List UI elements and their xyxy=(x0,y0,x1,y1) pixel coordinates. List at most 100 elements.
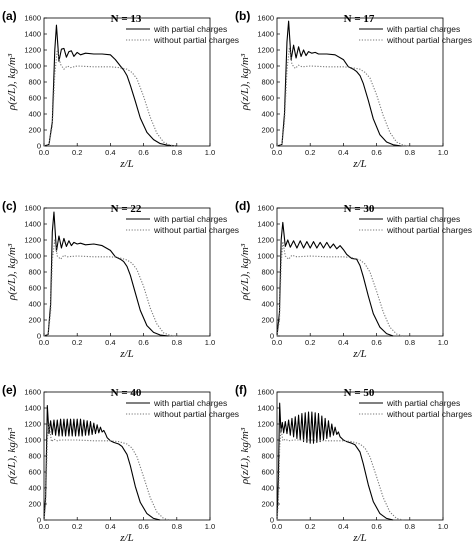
y-axis-label: ρ(z/L), kg/m³ xyxy=(239,53,251,111)
legend-label: with partial charges xyxy=(153,24,227,34)
y-tick-label: 400 xyxy=(28,110,41,119)
y-tick-label: 1400 xyxy=(257,404,274,413)
x-tick-label: 0.6 xyxy=(138,148,148,157)
x-tick-label: 0.6 xyxy=(371,148,381,157)
y-tick-label: 1200 xyxy=(257,420,274,429)
x-tick-label: 0.2 xyxy=(72,522,82,531)
y-tick-label: 1600 xyxy=(257,14,274,23)
panel-title: N = 40 xyxy=(111,387,142,399)
x-tick-label: 0.4 xyxy=(105,148,115,157)
y-tick-label: 1200 xyxy=(24,420,41,429)
y-tick-label: 400 xyxy=(261,110,274,119)
y-tick-label: 400 xyxy=(261,484,274,493)
x-tick-label: 0.6 xyxy=(138,338,148,347)
y-tick-label: 1000 xyxy=(257,62,274,71)
y-tick-label: 200 xyxy=(28,126,41,135)
y-tick-label: 0 xyxy=(270,332,274,341)
y-tick-label: 600 xyxy=(28,468,41,477)
y-tick-label: 800 xyxy=(28,268,41,277)
x-tick-label: 0.0 xyxy=(272,148,282,157)
x-axis-label: z/L xyxy=(352,348,366,360)
x-tick-label: 0.2 xyxy=(305,338,315,347)
y-tick-label: 1200 xyxy=(24,46,41,55)
x-tick-label: 0.2 xyxy=(305,522,315,531)
y-tick-label: 0 xyxy=(37,516,41,525)
x-tick-label: 0.8 xyxy=(405,148,415,157)
legend-label: with partial charges xyxy=(386,24,460,34)
y-tick-label: 200 xyxy=(261,316,274,325)
x-tick-label: 0.4 xyxy=(338,148,348,157)
legend-label: without partial charges xyxy=(153,35,239,45)
y-tick-label: 200 xyxy=(28,316,41,325)
series-line-with-partial-charges xyxy=(43,211,169,337)
legend-label: with partial charges xyxy=(386,398,460,408)
y-tick-label: 1400 xyxy=(257,30,274,39)
x-tick-label: 0.4 xyxy=(338,522,348,531)
series-line-without-partial-charges xyxy=(276,241,404,337)
x-tick-label: 0.2 xyxy=(305,148,315,157)
x-tick-label: 0.6 xyxy=(138,522,148,531)
x-tick-label: 1.0 xyxy=(205,338,215,347)
series-line-with-partial-charges xyxy=(276,20,402,147)
panel-title: N = 22 xyxy=(111,203,142,215)
y-axis-label: ρ(z/L), kg/m³ xyxy=(6,243,18,301)
y-tick-label: 600 xyxy=(261,94,274,103)
x-tick-label: 0.0 xyxy=(272,338,282,347)
y-tick-label: 1600 xyxy=(24,204,41,213)
y-tick-label: 1200 xyxy=(24,236,41,245)
chart-panel-e: 0.0 0.2 0.4 0.6 0.8 1.0 0 200 400 600 800 1000 1200 1… xyxy=(2,383,239,544)
y-axis-label: ρ(z/L), kg/m³ xyxy=(239,427,251,485)
y-tick-label: 1400 xyxy=(257,220,274,229)
y-tick-label: 600 xyxy=(28,94,41,103)
chart-panel-d: 0.0 0.2 0.4 0.6 0.8 1.0 0 200 400 600 800 1000 1200 1… xyxy=(235,199,472,360)
series-line-without-partial-charges xyxy=(43,49,177,147)
x-tick-label: 1.0 xyxy=(205,522,215,531)
panel-title: N = 13 xyxy=(111,13,142,25)
y-axis-label: ρ(z/L), kg/m³ xyxy=(6,427,18,485)
legend-label: without partial charges xyxy=(386,225,472,235)
x-tick-label: 0.8 xyxy=(172,522,182,531)
x-tick-label: 0.6 xyxy=(371,338,381,347)
x-axis-label: z/L xyxy=(352,158,366,170)
x-axis-label: z/L xyxy=(119,532,133,544)
x-tick-label: 0.2 xyxy=(72,148,82,157)
series-line-without-partial-charges xyxy=(43,239,177,337)
x-tick-label: 0.0 xyxy=(39,338,49,347)
panel-title: N = 17 xyxy=(344,13,375,25)
legend-label: without partial charges xyxy=(386,35,472,45)
x-tick-label: 0.4 xyxy=(338,338,348,347)
y-tick-label: 1600 xyxy=(24,14,41,23)
series-line-without-partial-charges xyxy=(276,427,404,521)
y-tick-label: 1000 xyxy=(257,436,274,445)
panel-label: (e) xyxy=(2,383,17,397)
y-axis-label: ρ(z/L), kg/m³ xyxy=(6,53,18,111)
panel-label: (c) xyxy=(2,199,17,213)
panel-title: N = 50 xyxy=(344,387,375,399)
panel-title: N = 30 xyxy=(344,203,375,215)
chart-panel-c: 0.0 0.2 0.4 0.6 0.8 1.0 0 200 400 600 800 1000 1200 1… xyxy=(2,199,239,360)
legend-label: with partial charges xyxy=(153,214,227,224)
y-tick-label: 800 xyxy=(28,78,41,87)
panel-label: (d) xyxy=(235,199,250,213)
series-line-without-partial-charges xyxy=(276,47,410,147)
legend-label: without partial charges xyxy=(153,409,239,419)
y-tick-label: 800 xyxy=(261,452,274,461)
y-tick-label: 0 xyxy=(270,142,274,151)
y-tick-label: 0 xyxy=(37,142,41,151)
x-axis-label: z/L xyxy=(352,532,366,544)
series-line-with-partial-charges xyxy=(276,221,394,337)
legend-label: with partial charges xyxy=(153,398,227,408)
series-line-with-partial-charges xyxy=(43,24,177,147)
y-tick-label: 200 xyxy=(28,500,41,509)
y-axis-label: ρ(z/L), kg/m³ xyxy=(239,243,251,301)
y-tick-label: 400 xyxy=(28,484,41,493)
x-tick-label: 0.0 xyxy=(272,522,282,531)
y-tick-label: 1000 xyxy=(24,252,41,261)
y-tick-label: 0 xyxy=(270,516,274,525)
x-tick-label: 0.8 xyxy=(405,338,415,347)
y-tick-label: 1600 xyxy=(257,204,274,213)
series-line-with-partial-charges xyxy=(43,405,161,521)
x-tick-label: 0.2 xyxy=(72,338,82,347)
y-tick-label: 1400 xyxy=(24,404,41,413)
